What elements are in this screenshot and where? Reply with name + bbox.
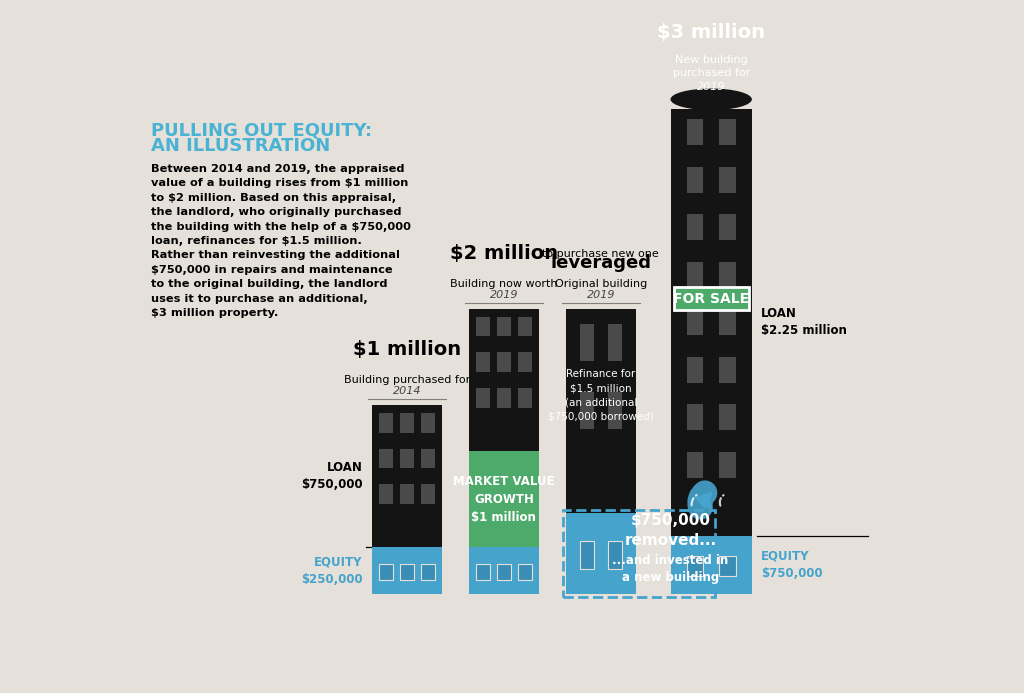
Bar xyxy=(518,388,531,407)
Text: 2014: 2014 xyxy=(393,386,421,396)
Bar xyxy=(469,309,539,451)
Text: LOAN
$750,000: LOAN $750,000 xyxy=(301,462,362,491)
Text: AN ILLUSTRATION: AN ILLUSTRATION xyxy=(152,137,331,155)
FancyArrowPatch shape xyxy=(691,495,696,505)
Bar xyxy=(400,448,414,468)
Bar xyxy=(687,309,703,335)
Bar xyxy=(421,563,435,580)
Bar xyxy=(566,513,636,594)
Bar xyxy=(687,167,703,193)
FancyBboxPatch shape xyxy=(674,287,749,310)
Bar xyxy=(687,556,703,577)
Bar xyxy=(400,484,414,504)
Bar xyxy=(719,309,735,335)
Text: PULLING OUT EQUITY:: PULLING OUT EQUITY: xyxy=(152,121,373,139)
Bar xyxy=(607,541,622,570)
Text: 2019: 2019 xyxy=(697,82,725,91)
Bar xyxy=(719,452,735,477)
Bar xyxy=(671,536,752,594)
Bar xyxy=(469,547,539,594)
Bar xyxy=(687,119,703,146)
Text: 2019: 2019 xyxy=(587,290,615,299)
Bar xyxy=(518,563,531,580)
Text: MARKET VALUE
GROWTH
$1 million: MARKET VALUE GROWTH $1 million xyxy=(453,475,555,524)
Text: New building
purchased for: New building purchased for xyxy=(673,55,750,78)
Bar xyxy=(687,357,703,383)
Text: Original building: Original building xyxy=(555,279,647,289)
Bar xyxy=(379,448,393,468)
Bar xyxy=(607,324,622,362)
Text: to purchase new one: to purchase new one xyxy=(543,249,659,259)
Bar xyxy=(607,392,622,430)
Bar xyxy=(476,353,489,372)
Bar xyxy=(687,404,703,430)
Bar xyxy=(497,388,511,407)
Bar xyxy=(563,510,715,597)
Text: Building now worth: Building now worth xyxy=(451,279,558,289)
Text: $750,000
removed...: $750,000 removed... xyxy=(625,513,717,547)
Bar xyxy=(719,119,735,146)
Bar xyxy=(476,388,489,407)
Bar xyxy=(379,413,393,432)
Bar xyxy=(497,563,511,580)
Text: $3 million: $3 million xyxy=(657,24,765,42)
Bar xyxy=(476,317,489,336)
Text: Between 2014 and 2019, the appraised
value of a building rises from $1 million
t: Between 2014 and 2019, the appraised val… xyxy=(152,164,412,318)
Text: EQUITY
$750,000: EQUITY $750,000 xyxy=(761,550,823,580)
FancyArrowPatch shape xyxy=(720,495,724,506)
Bar xyxy=(372,405,442,547)
Bar xyxy=(719,167,735,193)
Bar xyxy=(421,413,435,432)
FancyArrowPatch shape xyxy=(698,495,710,507)
Bar xyxy=(518,317,531,336)
Bar xyxy=(476,563,489,580)
Bar xyxy=(687,452,703,477)
Bar xyxy=(372,547,442,594)
Bar xyxy=(497,353,511,372)
Bar xyxy=(580,392,594,430)
Bar xyxy=(719,262,735,288)
Bar xyxy=(687,262,703,288)
Bar xyxy=(566,309,636,513)
Ellipse shape xyxy=(671,89,752,110)
Text: LOAN
$2.25 million: LOAN $2.25 million xyxy=(761,307,847,337)
Bar xyxy=(580,324,594,362)
Bar xyxy=(687,214,703,240)
FancyArrowPatch shape xyxy=(699,493,705,507)
Text: 2019: 2019 xyxy=(489,290,518,299)
Text: FOR SALE: FOR SALE xyxy=(673,292,750,306)
Bar xyxy=(469,451,539,547)
Text: $2 million: $2 million xyxy=(450,243,558,263)
Bar xyxy=(421,448,435,468)
Bar xyxy=(719,556,735,577)
Bar xyxy=(518,353,531,372)
Text: Refinance for
$1.5 million
(an additional
$750,000 borrowed): Refinance for $1.5 million (an additiona… xyxy=(548,369,653,421)
Bar xyxy=(497,317,511,336)
Bar xyxy=(400,413,414,432)
Bar xyxy=(719,357,735,383)
Text: leveraged: leveraged xyxy=(550,254,651,272)
Bar xyxy=(719,404,735,430)
Bar xyxy=(580,541,594,570)
Text: Building purchased for: Building purchased for xyxy=(344,375,470,385)
Text: ...and invested in
a new building: ...and invested in a new building xyxy=(612,554,729,584)
FancyArrowPatch shape xyxy=(697,493,711,507)
Bar xyxy=(719,214,735,240)
Text: EQUITY
$250,000: EQUITY $250,000 xyxy=(301,556,362,586)
Bar xyxy=(379,563,393,580)
Bar xyxy=(400,563,414,580)
Text: $1 million: $1 million xyxy=(353,340,461,359)
Bar xyxy=(379,484,393,504)
Bar xyxy=(671,109,752,536)
Bar xyxy=(421,484,435,504)
